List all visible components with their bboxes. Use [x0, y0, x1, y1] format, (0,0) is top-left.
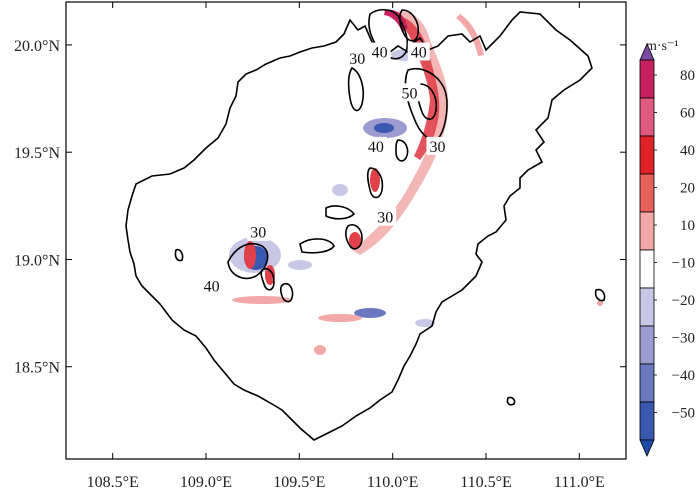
contour-label-bg: [364, 136, 387, 155]
colorbar-box: [639, 97, 655, 137]
positive-velocity-patch: [597, 300, 603, 306]
colorbar-label: 10: [680, 218, 695, 234]
positive-velocity-patch: [318, 314, 362, 322]
colorbar-label: −30: [672, 331, 695, 347]
colorbar-label: 20: [680, 181, 695, 197]
contour-line: [347, 66, 365, 112]
contour-label-bg: [407, 42, 430, 61]
x-tick-label: 109.5°E: [273, 474, 325, 491]
contour-label-bg: [200, 276, 223, 295]
y-tick-label: 18.5°N: [14, 360, 60, 377]
colorbar-box: [639, 287, 655, 327]
positive-velocity-patch: [232, 296, 292, 304]
positive-velocity-patch: [265, 265, 275, 285]
colorbar-label: −10: [672, 256, 695, 272]
contour-label-bg: [346, 48, 369, 67]
negative-velocity-patch: [332, 184, 348, 196]
contour-line: [227, 242, 269, 280]
colorbar-unit-label: m·s⁻¹: [646, 39, 679, 54]
contour-label-bg: [368, 42, 391, 61]
contour-label: 30: [377, 210, 393, 227]
contour-lines: [174, 8, 606, 406]
y-tick-label: 20.0°N: [14, 38, 60, 55]
colorbar-label: −40: [672, 368, 695, 384]
x-tick-label: 109.0°E: [180, 474, 232, 491]
colorbar-box: [639, 211, 655, 251]
positive-velocity-patch: [244, 241, 256, 269]
contour-line: [279, 282, 294, 303]
x-axis: 108.5°E 109.0°E 109.5°E 110.0°E 110.5°E 111.0…: [87, 2, 605, 491]
contour-label: 40: [204, 278, 220, 295]
contour-line: [594, 288, 606, 302]
contour-label: 30: [429, 139, 445, 156]
x-tick-label: 110.5°E: [460, 474, 512, 491]
contour-line: [395, 139, 409, 162]
positive-velocity-core: [398, 18, 440, 160]
colorbar-box: [639, 363, 655, 403]
positive-velocity-max: [384, 9, 408, 32]
colorbar-label: 40: [680, 143, 695, 159]
contour-line: [404, 68, 448, 141]
contour-label: 40: [372, 44, 388, 61]
x-tick-label: 111.0°E: [554, 474, 605, 491]
positive-velocity-strip-2: [456, 14, 484, 56]
colorbar-label: −20: [672, 293, 695, 309]
negative-velocity-patch: [288, 260, 312, 270]
contour-label-bg: [398, 83, 421, 102]
colorbar-label: −50: [672, 406, 695, 422]
contour-label: 40: [368, 139, 384, 156]
x-tick-label: 108.5°E: [87, 474, 139, 491]
colorbar-box: [639, 59, 655, 99]
negative-velocity-core: [374, 123, 394, 133]
y-axis: 20.0°N 19.5°N 19.0°N 18.5°N: [14, 38, 626, 377]
colorbar-box: [639, 135, 655, 175]
contour-line: [299, 238, 335, 254]
colorbar-box: [639, 401, 655, 441]
colorbar-bottom-triangle: [639, 439, 655, 457]
contour-label-bg: [426, 136, 449, 155]
contour-line: [260, 267, 275, 291]
contour-label-bg: [247, 222, 270, 241]
contour-label-bg: [374, 207, 397, 226]
contour-label: 30: [349, 51, 365, 68]
negative-velocity-patch: [354, 308, 386, 318]
y-tick-label: 19.5°N: [14, 145, 60, 162]
positive-velocity-band: [352, 11, 449, 255]
contour-line: [325, 205, 356, 220]
contour-line: [399, 9, 420, 42]
positive-velocity-patch: [314, 345, 326, 355]
negative-velocity-patch: [415, 319, 435, 327]
contour-line: [506, 396, 516, 406]
contour-line: [366, 167, 384, 199]
x-tick-label: 110.0°E: [367, 474, 419, 491]
contour-label: 40: [411, 44, 427, 61]
island-coastline: [125, 11, 593, 441]
contour-label: 50: [401, 85, 417, 102]
colorbar-box: [639, 173, 655, 213]
contour-labels: 30 40 40 50 40 30 30 30 40: [200, 42, 449, 295]
colorbar-box: [639, 249, 655, 289]
colorbar-label: 60: [680, 106, 695, 122]
y-tick-label: 19.0°N: [14, 252, 60, 269]
colorbar-label: 80: [680, 68, 695, 84]
contour-line: [174, 248, 184, 262]
colorbar: m·s⁻¹ 80 60 40 20 10 −10 −20 −30 −40 −50: [639, 39, 695, 457]
contour-label: 30: [250, 225, 266, 242]
positive-velocity-patch: [370, 168, 380, 192]
colorbar-box: [639, 325, 655, 365]
positive-velocity-patch: [349, 232, 361, 248]
contour-line: [345, 223, 363, 250]
